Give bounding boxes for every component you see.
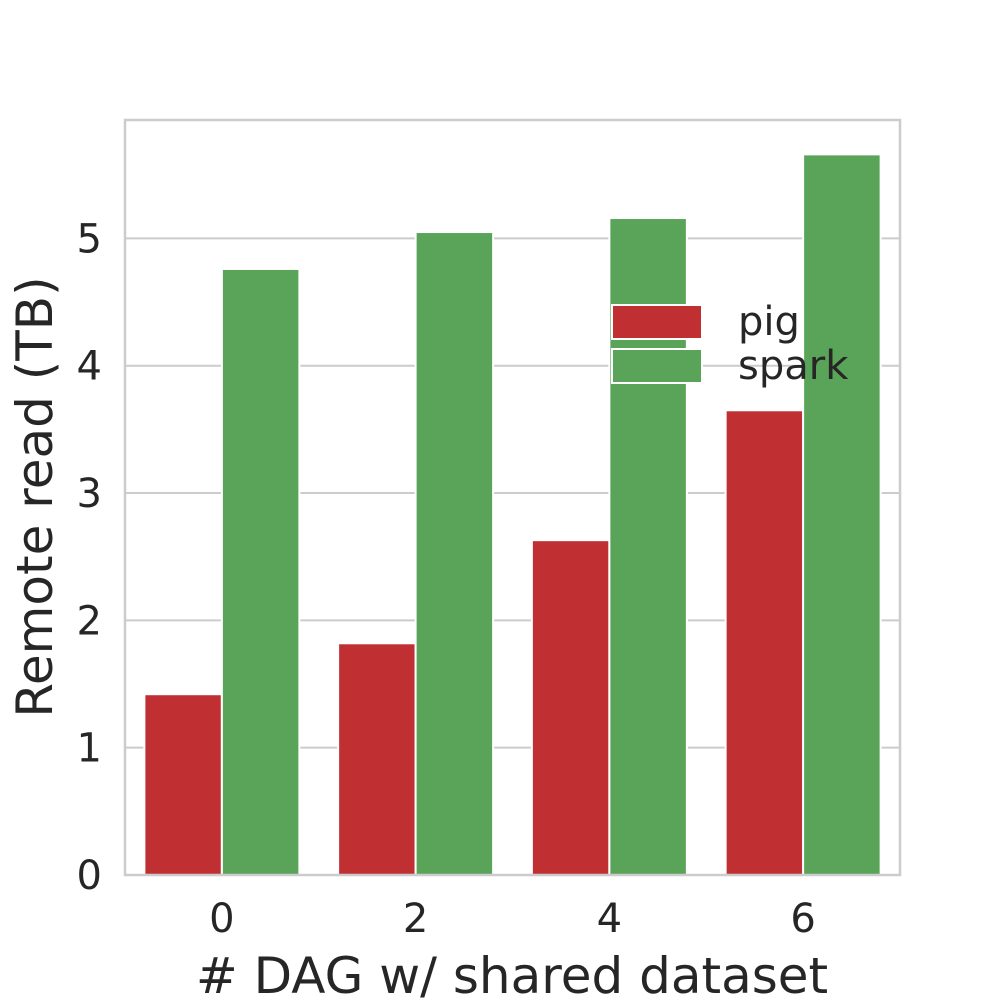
x-tick-label: 0 — [209, 896, 234, 942]
legend-swatch-spark — [611, 348, 703, 384]
x-tick-labels: 0 2 4 6 — [209, 896, 816, 942]
bar-spark-0 — [220, 267, 301, 876]
x-tick-label: 6 — [790, 896, 815, 942]
bar-spark-2 — [414, 231, 495, 876]
y-tick-label: 0 — [77, 853, 102, 899]
bar-pig-4 — [530, 539, 611, 877]
y-tick-labels: 0 1 2 3 4 5 — [77, 216, 102, 899]
y-tick-label: 2 — [77, 598, 102, 644]
bar-spark-6 — [802, 153, 882, 877]
y-tick-label: 5 — [77, 216, 102, 262]
bar-pig-0 — [143, 693, 223, 876]
y-tick-label: 4 — [77, 344, 102, 390]
legend-label-spark: spark — [738, 343, 849, 389]
x-axis-title: # DAG w/ shared dataset — [196, 947, 828, 1000]
bar-pig-6 — [724, 409, 805, 876]
x-tick-label: 4 — [597, 896, 622, 942]
legend-label-pig: pig — [738, 299, 800, 345]
bars — [143, 153, 882, 877]
plot-frame — [123, 118, 902, 877]
y-tick-label: 1 — [77, 726, 102, 772]
y-tick-label: 3 — [77, 471, 102, 517]
bar-pig-2 — [337, 642, 417, 876]
legend-swatch-pig — [611, 304, 703, 340]
y-axis-title: Remote read (TB) — [6, 276, 64, 717]
x-tick-label: 2 — [403, 896, 428, 942]
